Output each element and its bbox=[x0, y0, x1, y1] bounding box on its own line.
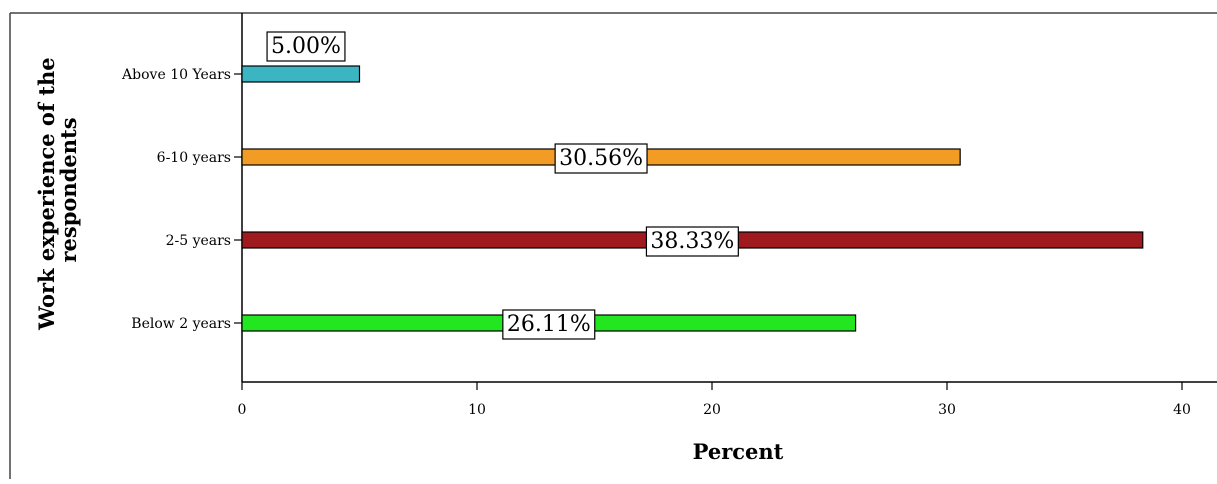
bars bbox=[241, 65, 1144, 332]
data-label-box bbox=[645, 226, 739, 257]
x-tick-label: 40 bbox=[1173, 402, 1191, 418]
data-labels: 5.00% 30.56% 38.33% 26.11% bbox=[266, 31, 739, 340]
data-label: 38.33% bbox=[650, 229, 734, 254]
y-axis-title-line-2: respondents bbox=[56, 117, 81, 262]
category-label: Below 2 years bbox=[131, 316, 231, 332]
x-axis-title: Percent bbox=[693, 439, 784, 464]
bar bbox=[241, 65, 361, 83]
y-axis-title: Work experience of the respondents bbox=[34, 50, 81, 331]
y-axis-title-line-1: Work experience of the bbox=[34, 57, 59, 331]
x-tick-label: 10 bbox=[468, 402, 486, 418]
category-label: 6-10 years bbox=[157, 150, 231, 166]
data-label: 30.56% bbox=[559, 146, 643, 171]
category-labels: Above 10 Years 6-10 years 2-5 years Below 2… bbox=[121, 67, 242, 332]
x-axis-ticks: 0 10 20 30 40 bbox=[238, 382, 1191, 418]
category-label: 2-5 years bbox=[166, 233, 231, 249]
data-label: 5.00% bbox=[271, 34, 341, 59]
x-tick-label: 30 bbox=[938, 402, 956, 418]
data-label-box bbox=[502, 309, 596, 340]
data-label-box bbox=[266, 31, 346, 62]
data-label-box bbox=[554, 143, 648, 174]
data-label: 26.11% bbox=[507, 312, 591, 337]
x-tick-label: 20 bbox=[703, 402, 721, 418]
category-label: Above 10 Years bbox=[121, 67, 231, 83]
x-tick-label: 0 bbox=[238, 402, 247, 418]
